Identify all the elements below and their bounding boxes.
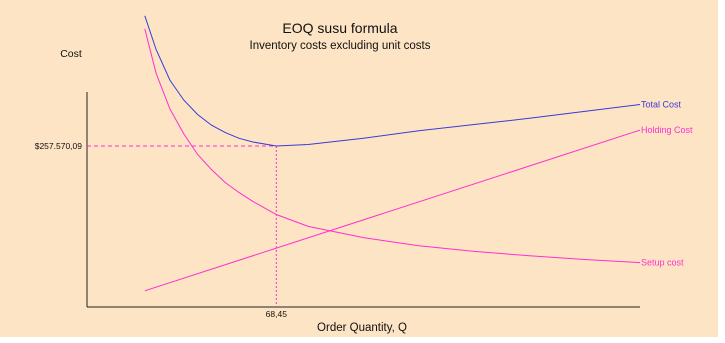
series-line-total-cost	[144, 15, 641, 147]
y-axis-label: Cost	[60, 48, 82, 60]
chart-title: EOQ susu formula	[282, 20, 397, 36]
x-tick-label-eoq: 68,45	[266, 309, 288, 319]
series-line-holding-cost	[144, 129, 641, 292]
chart-panel: EOQ susu formula Inventory costs excludi…	[0, 0, 718, 337]
series-label-total-cost: Total Cost	[641, 100, 682, 110]
series-label-setup-cost: Setup cost	[641, 258, 684, 268]
chart-subtitle: Inventory costs excluding unit costs	[250, 40, 431, 52]
eoq-chart: EOQ susu formula Inventory costs excludi…	[35, 15, 693, 334]
series-line-setup-cost	[144, 28, 641, 264]
x-axis-label: Order Quantity, Q	[317, 322, 407, 334]
series-label-holding-cost: Holding Cost	[641, 125, 693, 135]
y-tick-label-min-cost: $257.570,09	[35, 141, 83, 151]
